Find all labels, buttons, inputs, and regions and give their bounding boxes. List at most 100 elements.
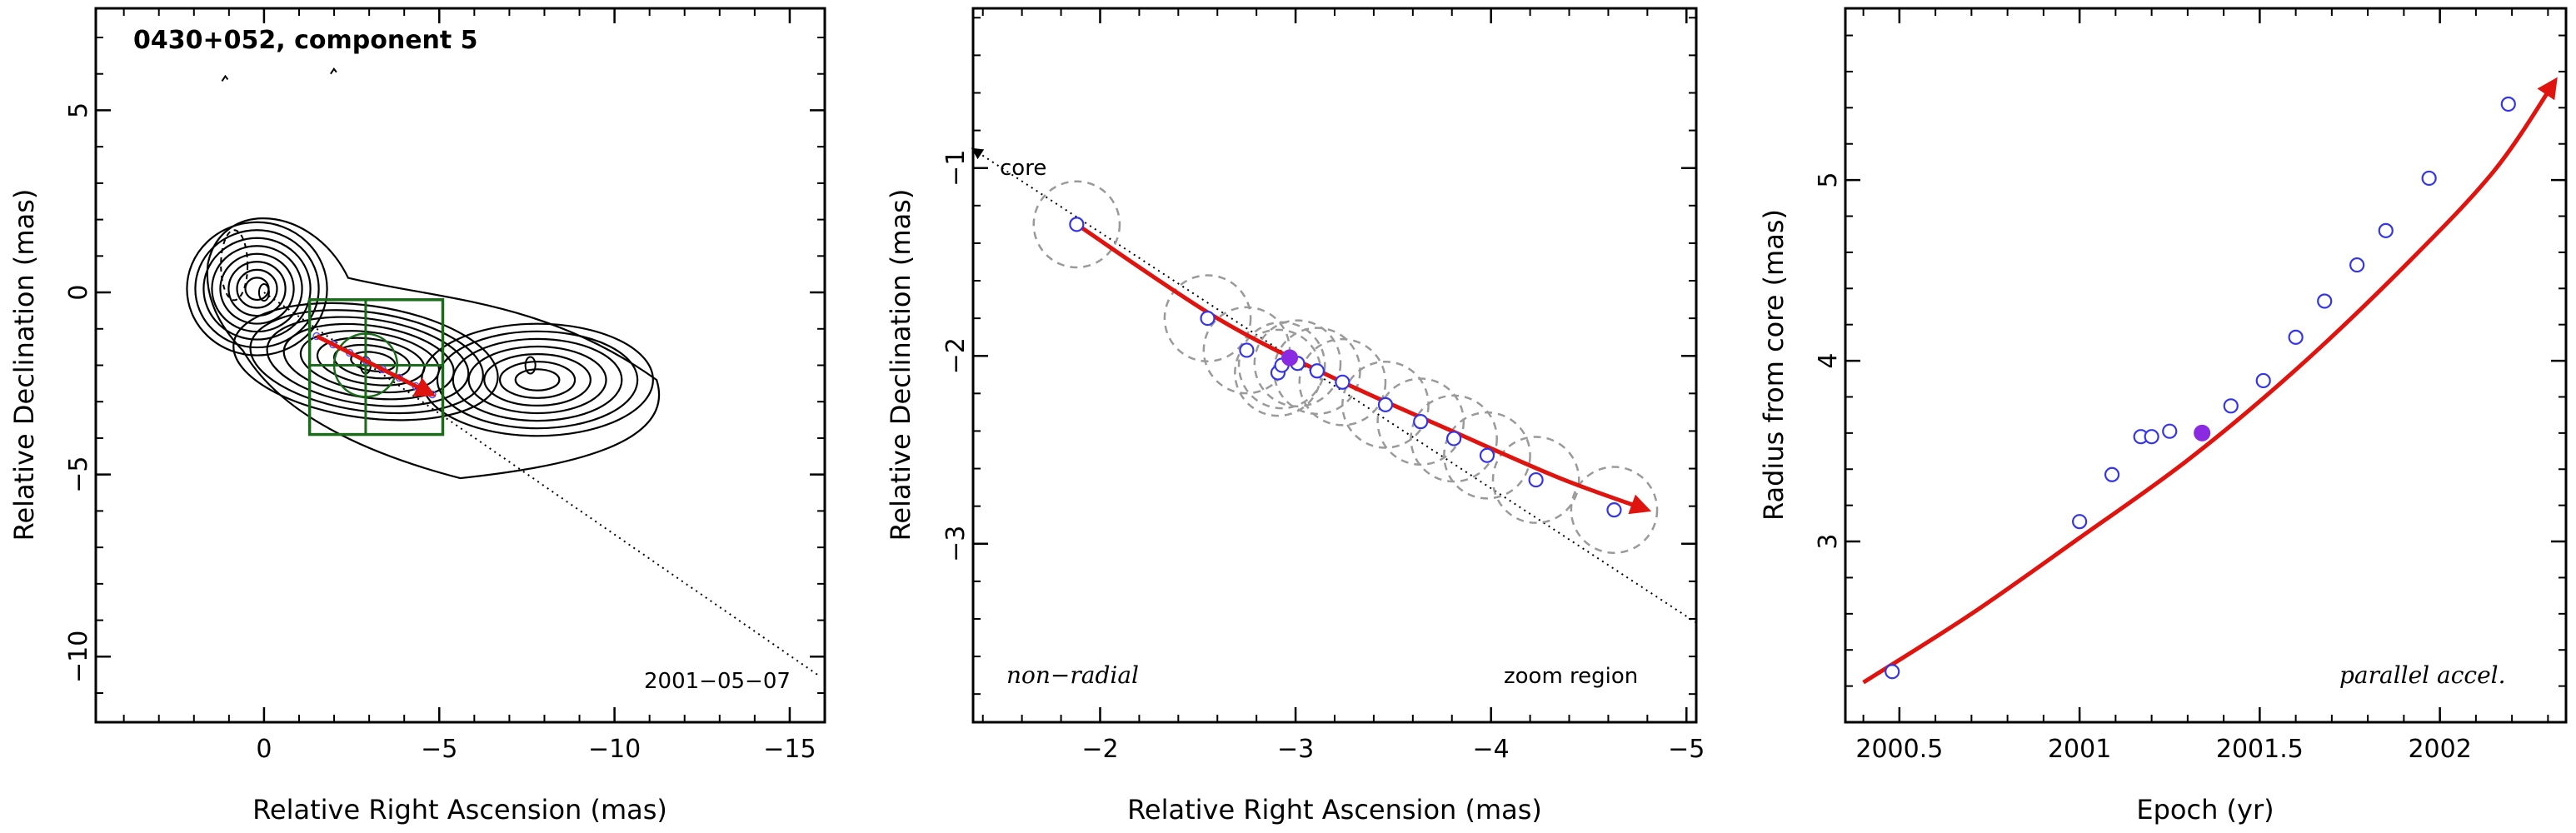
data-point: [2144, 429, 2159, 445]
contour-map-x-tick-label: 0: [256, 735, 272, 764]
uncertainty-circle: [1491, 436, 1580, 524]
contour-peak: [524, 356, 537, 375]
y-axis-label: Radius from core (mas): [1758, 209, 1790, 521]
contour-line: [219, 252, 295, 325]
radius-epoch-x-tick-label: 2001: [2048, 735, 2111, 764]
panel-contour-map: 0 −5 −10 −15 5 0 −5 −10 0430+052, component 5 2…: [8, 7, 826, 826]
zoom-box: [307, 298, 445, 436]
contour-line: [194, 229, 320, 349]
data-point: [1885, 664, 1900, 680]
panel-zoom-region: −2 −3 −4 −5 −1 −2 −3 core non−radial zoom regi…: [885, 7, 1705, 826]
contour-noise: [221, 74, 229, 82]
negative-contour: [220, 229, 249, 302]
observation-date-label: 2001−05−07: [644, 669, 791, 694]
contour-map-x-tick-label: −15: [763, 735, 816, 764]
uncertainty-circle: [1570, 466, 1659, 555]
contour-line: [232, 302, 499, 421]
contour-line: [483, 352, 592, 407]
radius-epoch-y-tick-label: 4: [1814, 353, 1843, 369]
contour-map-y-tick-label: 5: [64, 102, 93, 118]
data-point: [1528, 471, 1544, 488]
contour-map-y-tick-label: 0: [64, 285, 93, 301]
data-point: [1335, 374, 1350, 390]
zoom-region-frame: [971, 7, 1698, 724]
contour-map-x-tick-label: −10: [588, 735, 641, 764]
y-axis-label: Relative Declination (mas): [885, 189, 916, 541]
zoom-region-plot-area: [971, 147, 1697, 624]
zoom-region-y-tick-label: −2: [941, 337, 971, 374]
contour-outer-envelope: [206, 217, 660, 480]
data-point: [2288, 329, 2304, 345]
zoom-region-ticks: −2 −3 −4 −5 −1 −2 −3: [941, 8, 1705, 764]
contour-noise: [330, 67, 337, 75]
data-point: [2255, 372, 2271, 389]
y-axis-label: Relative Declination (mas): [8, 189, 40, 541]
contour-line: [236, 268, 278, 309]
data-point: [1413, 414, 1429, 430]
data-point: [1479, 447, 1495, 463]
contour-map-ticks: 0 −5 −10 −15 5 0 −5 −10: [64, 8, 826, 764]
zoom-region-x-tick-label: −3: [1277, 735, 1314, 764]
zoom-region-x-tick-label: −4: [1473, 735, 1510, 764]
x-axis-label: Relative Right Ascension (mas): [252, 794, 667, 826]
acceleration-fit-curve: [1862, 77, 2558, 685]
contour-map-plot-area: [186, 67, 819, 676]
radius-epoch-ticks: 2000.5 2001 2001.5 2002 3 4 5: [1814, 8, 2566, 764]
zoom-region-label: zoom region: [1504, 664, 1638, 689]
data-point: [2104, 466, 2120, 482]
x-axis-label: Epoch (yr): [2136, 794, 2274, 826]
data-point: [1377, 397, 1394, 412]
contour-line: [498, 361, 577, 399]
radius-epoch-frame: [1844, 7, 2568, 724]
data-point: [2317, 293, 2333, 309]
data-point: [1446, 431, 1462, 446]
data-point: [1309, 363, 1325, 379]
contour-line: [211, 245, 303, 333]
data-point-highlighted: [1281, 349, 1299, 367]
uncertainty-circle: [1032, 180, 1121, 269]
contour-map-x-tick-label: −5: [421, 735, 457, 764]
radial-direction-line: [971, 147, 1697, 624]
contour-peak: [257, 283, 270, 302]
contour-line: [202, 237, 312, 341]
zoom-region-x-tick-label: −5: [1668, 735, 1705, 764]
contour-line: [249, 309, 484, 415]
contour-line: [186, 221, 328, 357]
non-radial-label: non−radial: [1006, 661, 1139, 689]
contour-line: [436, 330, 639, 430]
core-label: core: [1000, 156, 1046, 181]
contour-map-y-tick-label: −10: [64, 631, 93, 683]
zoom-region-y-tick-label: −3: [941, 526, 971, 562]
contour-line: [452, 337, 623, 422]
contour-line: [514, 368, 561, 392]
uncertainty-circle: [1443, 411, 1531, 500]
contour-line: [332, 343, 411, 380]
data-point-highlighted: [2194, 424, 2211, 441]
radius-epoch-x-tick-label: 2000.5: [1855, 735, 1943, 764]
component-track-arrow: [1075, 222, 1652, 515]
data-point: [2421, 170, 2437, 187]
radius-epoch-y-tick-label: 5: [1814, 172, 1843, 188]
x-axis-label: Relative Right Ascension (mas): [1127, 794, 1542, 826]
contour-line: [227, 261, 287, 317]
component-track-arrow: [315, 334, 437, 397]
radius-epoch-plot-area: [1862, 77, 2558, 685]
data-point: [1069, 217, 1085, 232]
uncertainty-circle: [1253, 319, 1342, 408]
contour-line: [244, 277, 270, 302]
data-point: [2072, 514, 2088, 530]
parallel-accel-label: parallel accel.: [2339, 661, 2506, 689]
uncertainty-circle: [1376, 377, 1465, 466]
uncertainty-circle: [1410, 394, 1498, 483]
data-point: [2349, 257, 2365, 273]
radius-epoch-x-tick-label: 2002: [2408, 735, 2471, 764]
data-point: [1239, 342, 1255, 358]
contour-line: [467, 345, 607, 415]
data-point: [2223, 398, 2239, 414]
contour-map-frame: [94, 7, 826, 724]
crosshair-circle: [332, 332, 399, 398]
radius-epoch-y-tick-label: 3: [1814, 533, 1843, 549]
zoom-region-y-tick-label: −1: [941, 150, 971, 187]
